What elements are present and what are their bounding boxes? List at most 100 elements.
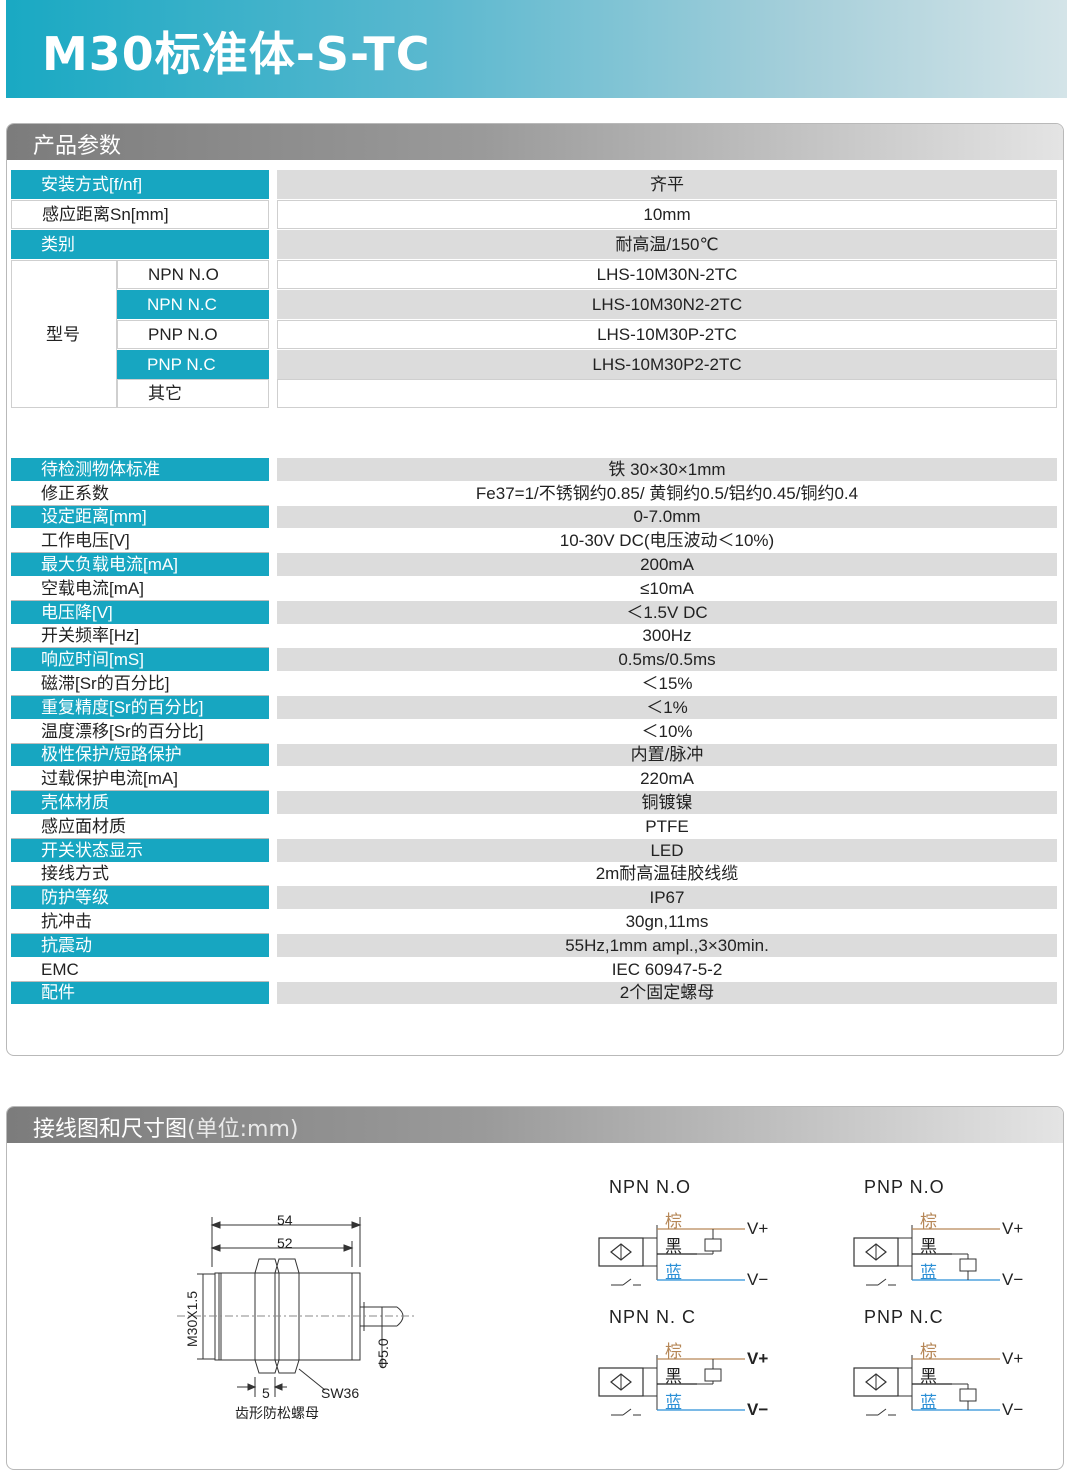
spec-value: 2个固定螺母 xyxy=(277,981,1057,1005)
dim-5: 5 xyxy=(262,1385,270,1401)
spec-value: 220mA xyxy=(277,767,1057,791)
wire-label-blue: 蓝 xyxy=(920,1393,937,1412)
distance-value: 10mm xyxy=(277,200,1057,229)
spec-label: 电压降[V] xyxy=(11,600,269,624)
spec-value: 10-30V DC(电压波动＜10%) xyxy=(277,529,1057,553)
spec-value: 200mA xyxy=(277,553,1057,576)
mount-label: 安装方式[f/nf] xyxy=(11,170,269,199)
spec-label: 防护等级 xyxy=(11,886,269,910)
model-value: LHS-10M30N2-2TC xyxy=(277,290,1057,319)
dim-thread: M30X1.5 xyxy=(184,1291,200,1347)
spec-label: 极性保护/短路保护 xyxy=(11,743,269,767)
row-divider xyxy=(11,933,269,934)
vplus-label: V+ xyxy=(747,1349,769,1368)
wire-label-black: 黑 xyxy=(920,1237,937,1256)
spec-label: 抗冲击 xyxy=(11,910,269,933)
page-title: M30标准体-S-TC xyxy=(42,27,431,81)
spec-label: 修正系数 xyxy=(11,481,269,505)
spec-value: ＜10% xyxy=(277,719,1057,743)
wire-label-brown: 棕 xyxy=(665,1212,682,1231)
spec-value: PTFE xyxy=(277,815,1057,838)
spec-value: 铁 30×30×1mm xyxy=(277,458,1057,481)
spec-label: 壳体材质 xyxy=(11,791,269,814)
model-type: 其它 xyxy=(117,379,269,408)
row-divider xyxy=(11,695,269,696)
spec-label: 待检测物体标准 xyxy=(11,458,269,481)
vplus-label: V+ xyxy=(1002,1219,1024,1238)
vplus-label: V+ xyxy=(1002,1349,1024,1368)
model-type: NPN N.C xyxy=(117,290,269,319)
dim-sw36: SW36 xyxy=(321,1385,359,1401)
row-divider xyxy=(11,552,269,554)
spec-label: 空载电流[mA] xyxy=(11,577,269,600)
nut-label: 齿形防松螺母 xyxy=(235,1406,319,1422)
spec-label: 接线方式 xyxy=(11,862,269,886)
spec-value: 内置/脉冲 xyxy=(277,743,1057,767)
spec-label: 最大负载电流[mA] xyxy=(11,553,269,576)
spec-label: 感应面材质 xyxy=(11,815,269,838)
wiring-heading: 接线图和尺寸图(单位:mm) xyxy=(7,1107,1063,1143)
wiring-panel: 接线图和尺寸图(单位:mm) xyxy=(6,1106,1064,1470)
diagram-title: PNP N.O xyxy=(864,1177,945,1197)
spec-value: 0.5ms/0.5ms xyxy=(277,648,1057,672)
mount-value: 齐平 xyxy=(277,170,1057,199)
model-value xyxy=(277,379,1057,408)
wire-label-blue: 蓝 xyxy=(665,1393,682,1412)
spec-value: LED xyxy=(277,838,1057,862)
wire-label-brown: 棕 xyxy=(920,1212,937,1231)
dim-phi5: Φ5.0 xyxy=(375,1338,391,1369)
spec-label: 温度漂移[Sr的百分比] xyxy=(11,719,269,743)
spec-label: 配件 xyxy=(11,981,269,1005)
category-value: 耐高温/150℃ xyxy=(277,230,1057,259)
wiring-diagram xyxy=(853,1225,1000,1286)
spec-value: 300Hz xyxy=(277,624,1057,648)
row-divider xyxy=(11,790,269,792)
vminus-label: V− xyxy=(747,1400,769,1419)
model-type: PNP N.C xyxy=(117,350,269,379)
spec-value: ＜15% xyxy=(277,672,1057,695)
model-value: LHS-10M30P-2TC xyxy=(277,320,1057,349)
diagram-title: NPN N.O xyxy=(609,1177,692,1197)
spec-value: 30gn,11ms xyxy=(277,910,1057,933)
row-divider xyxy=(11,742,269,744)
spec-value: 2m耐高温硅胶线缆 xyxy=(277,862,1057,886)
row-divider xyxy=(11,980,269,982)
spec-label: 工作电压[V] xyxy=(11,529,269,553)
spec-value: ＜1% xyxy=(277,696,1057,719)
spec-label: 开关状态显示 xyxy=(11,838,269,862)
model-type: NPN N.O xyxy=(117,260,269,289)
wire-label-black: 黑 xyxy=(920,1367,937,1386)
params-heading: 产品参数 xyxy=(7,124,1063,160)
wiring-heading-unit: (单位:mm) xyxy=(187,1117,299,1142)
spec-value: Fe37=1/不锈钢约0.85/ 黄铜约0.5/铝约0.45/铜约0.4 xyxy=(277,481,1057,505)
row-divider xyxy=(11,885,269,887)
spec-label: 磁滞[Sr的百分比] xyxy=(11,672,269,695)
wire-label-brown: 棕 xyxy=(920,1342,937,1361)
vplus-label: V+ xyxy=(747,1219,769,1238)
row-divider xyxy=(11,837,269,839)
spec-label: EMC xyxy=(11,957,269,981)
diagram-title: PNP N.C xyxy=(864,1307,944,1327)
spec-label: 响应时间[mS] xyxy=(11,648,269,672)
dimension-drawing: 54 52 M30X1.5 Φ5.0 5 SW36 齿形防松螺母 xyxy=(177,1212,417,1422)
spec-value: ≤10mA xyxy=(277,577,1057,600)
model-value: LHS-10M30N-2TC xyxy=(277,260,1057,289)
wiring-diagram xyxy=(853,1355,1000,1416)
wiring-diagram xyxy=(598,1355,745,1416)
distance-label: 感应距离Sn[mm] xyxy=(11,200,269,229)
vminus-label: V− xyxy=(1002,1400,1024,1419)
wiring-heading-text: 接线图和尺寸图 xyxy=(33,1117,188,1142)
spec-label: 开关频率[Hz] xyxy=(11,624,269,648)
spec-value: 铜镀镍 xyxy=(277,791,1057,814)
model-label: 型号 xyxy=(11,260,117,408)
wire-label-blue: 蓝 xyxy=(920,1263,937,1282)
spec-label: 抗震动 xyxy=(11,934,269,957)
model-type: PNP N.O xyxy=(117,320,269,349)
dim-54: 54 xyxy=(277,1212,293,1228)
model-value: LHS-10M30P2-2TC xyxy=(277,350,1057,379)
spec-value: ＜1.5V DC xyxy=(277,600,1057,624)
spec-value: IP67 xyxy=(277,886,1057,910)
wire-label-black: 黑 xyxy=(665,1237,682,1256)
vminus-label: V− xyxy=(747,1270,769,1289)
dim-52: 52 xyxy=(277,1235,293,1251)
